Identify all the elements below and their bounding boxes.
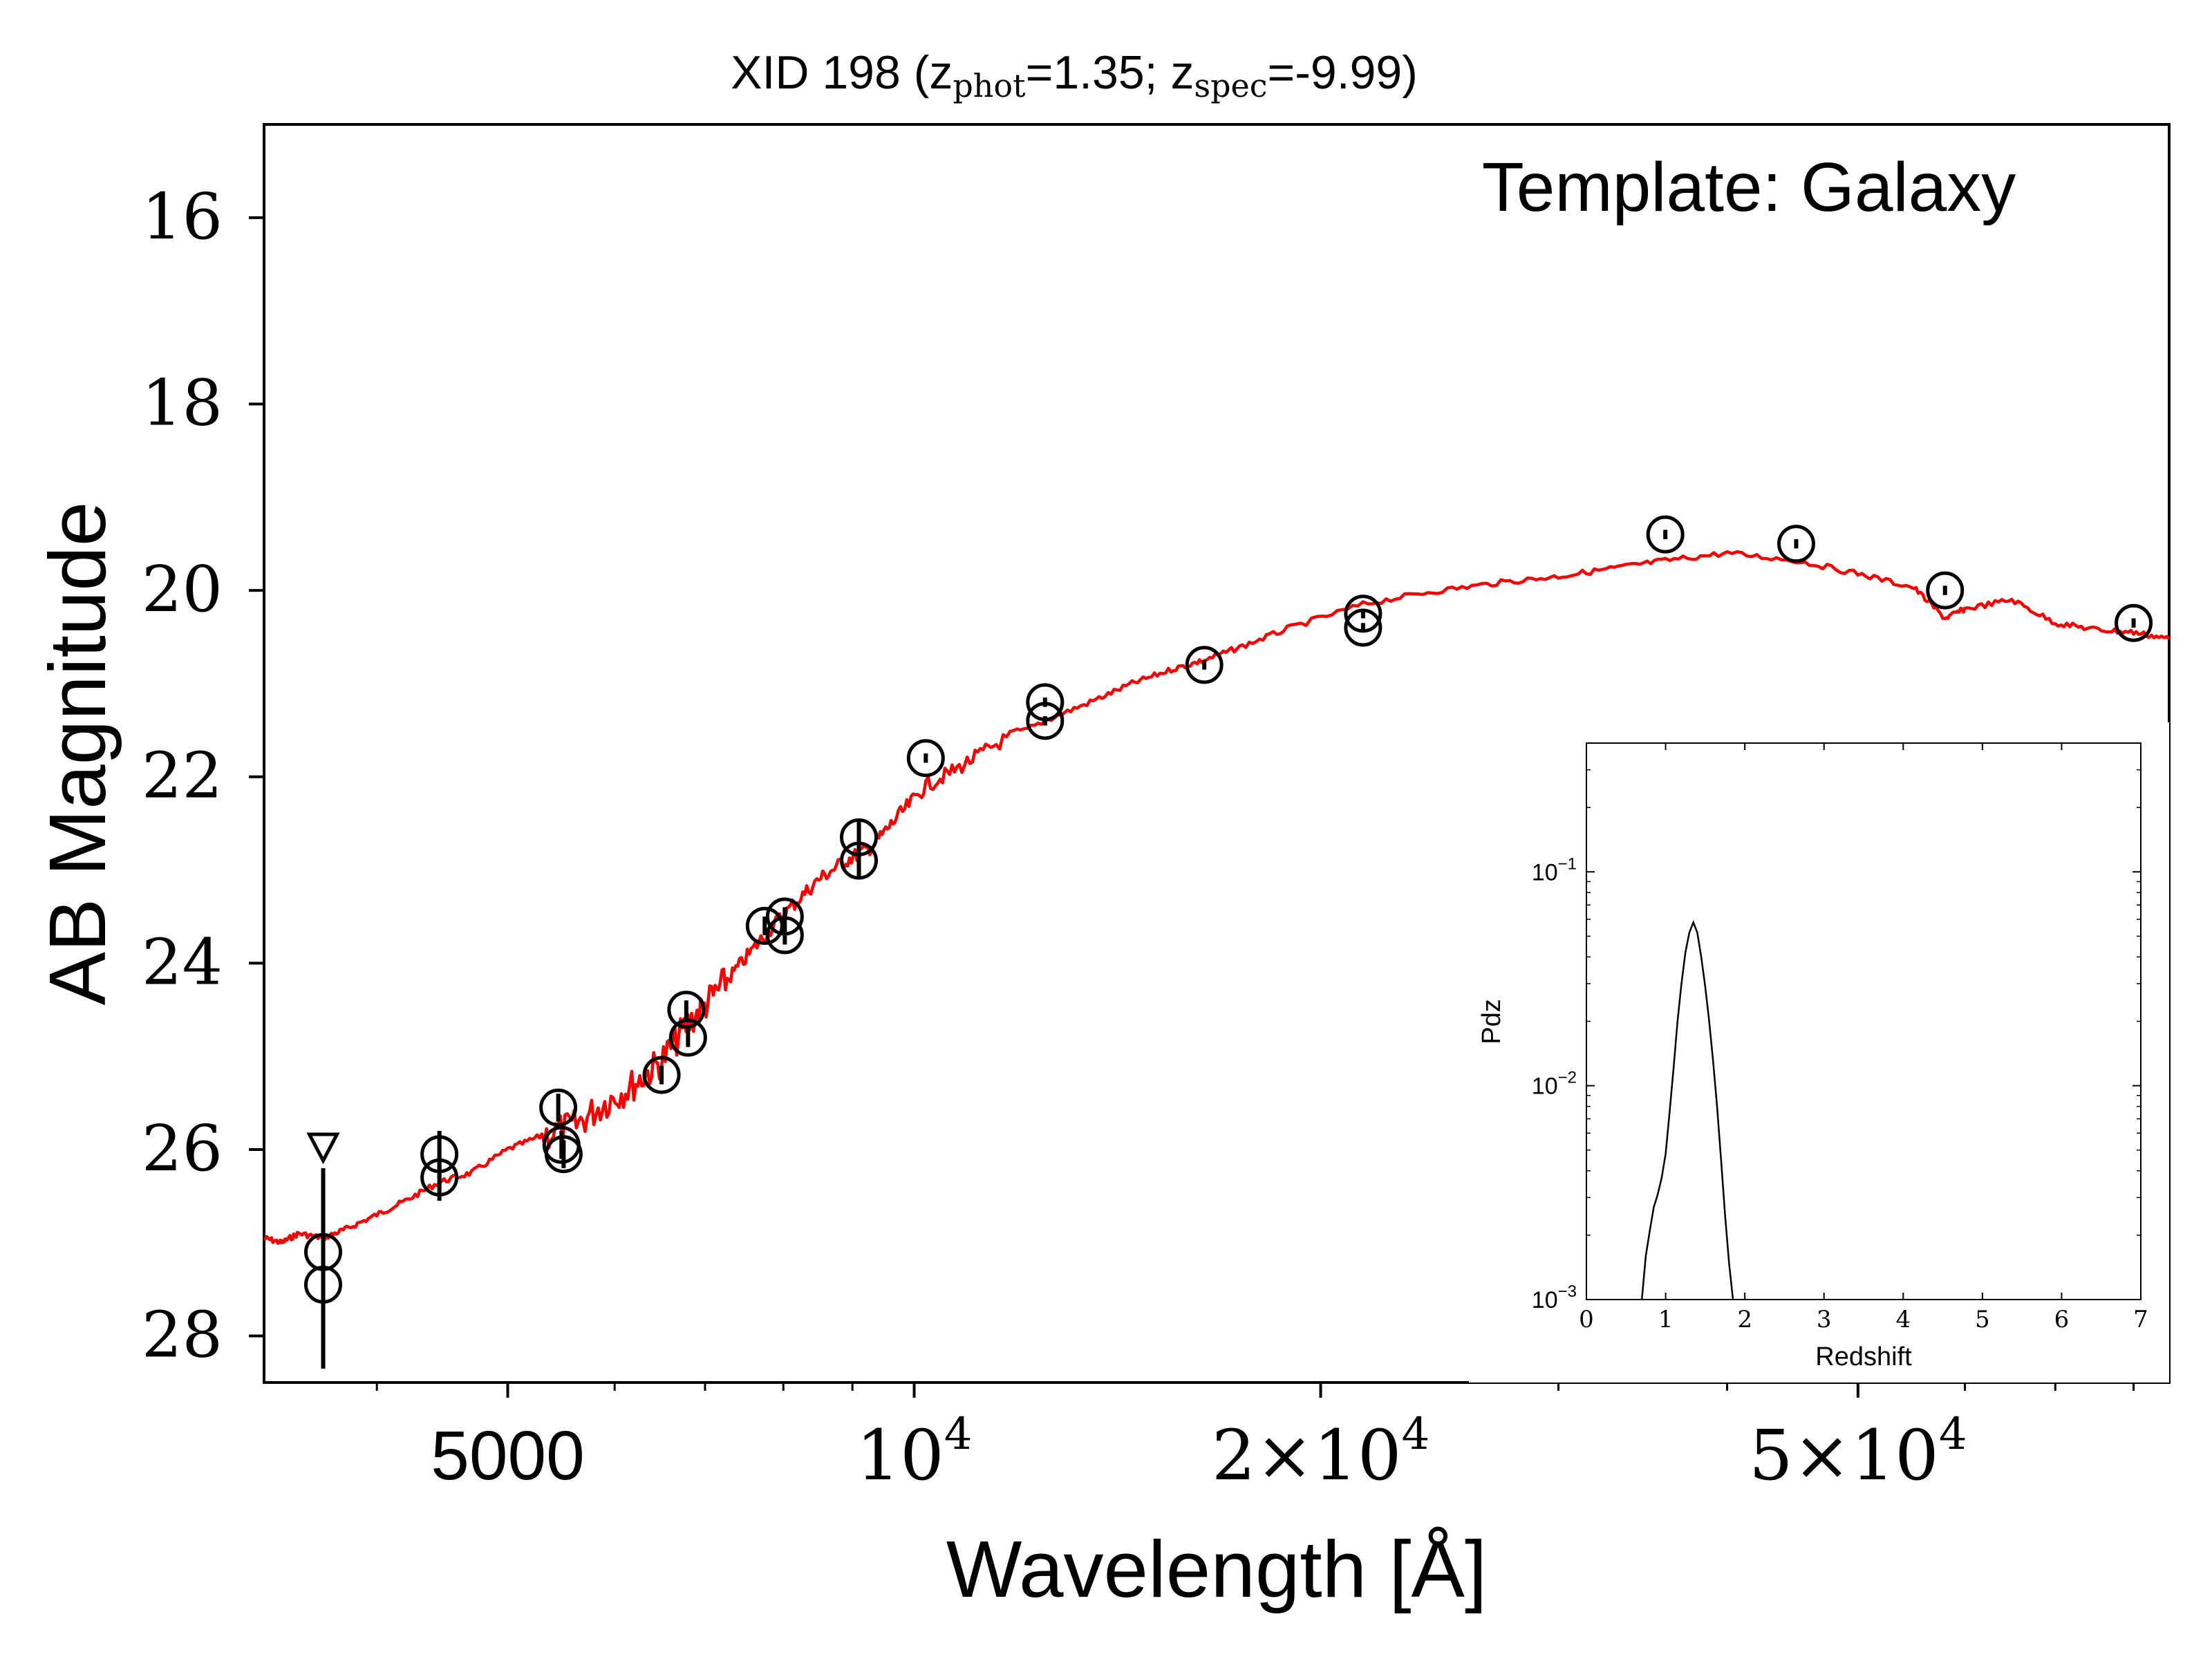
y-tick-label: 26 [142,1112,223,1185]
x-tick-exponent: 4 [1939,1409,1967,1460]
template-annotation: Template: Galaxy [1482,149,2016,226]
y-tick-label: 24 [142,925,223,999]
photometry-point [642,1056,681,1094]
inset-y-tick-base: 10 [1532,859,1558,885]
x-tick-base: 10 [856,1415,944,1496]
pdz-line [1640,919,1734,1300]
x-tick-base: 2×10 [1212,1415,1402,1496]
inset-pdz-curve [1640,919,1734,1300]
inset-plot-area [1586,742,2141,1300]
inset-x-tick-label: 5 [1975,1306,1990,1333]
photometry-point [1344,608,1382,647]
photometry-point [745,906,784,945]
inset-y-tick-base: 10 [1532,1287,1558,1313]
x-axis-label: Wavelength [Å] [946,1524,1487,1614]
photometry-point [2115,603,2153,642]
photometry-point [1026,702,1065,740]
x-tick-base: 5×10 [1749,1415,1939,1496]
photometry-point [1646,515,1685,554]
y-tick-label: 18 [142,366,223,440]
inset-y-tick-base: 10 [1532,1074,1558,1100]
photometry-point [1185,646,1224,684]
inset-x-tick-label: 1 [1658,1306,1674,1333]
photometry-point [765,916,804,955]
y-axis-label: AB Magnitude [32,502,122,1006]
inset-x-tick-label: 0 [1579,1306,1594,1333]
photometry-point [906,739,945,778]
photometry-point [667,991,706,1029]
photometry-point [840,841,879,880]
x-tick-label: 5000 [431,1417,584,1494]
title-phot-val: =1.35; z [1026,46,1194,99]
x-tick-label: 104 [856,1409,973,1496]
inset-x-tick-label: 3 [1817,1306,1832,1333]
chart-title: XID 198 (zphot=1.35; zspec=-9.99) [731,46,1418,104]
photometry-point [420,1158,459,1197]
y-tick-label: 22 [142,739,223,813]
x-tick-exponent: 4 [944,1409,973,1460]
upper-limit-marker [306,1132,340,1165]
inset-x-tick-label: 7 [2133,1306,2148,1333]
inset-x-label: Redshift [1815,1342,1912,1371]
inset-y-tick-label: 10−1 [1532,854,1577,885]
model-line [263,550,2171,1245]
title-spec-val: =-9.99) [1268,46,1418,99]
y-tick-label: 28 [142,1298,223,1372]
inset-y-tick-label: 10−2 [1532,1069,1577,1100]
title-phot-sub: phot [953,67,1026,104]
inset-y-label: Pdz [1477,999,1506,1044]
inset-x-tick-label: 6 [2054,1306,2070,1333]
photometry-point [1777,525,1815,563]
x-tick-label: 2×104 [1212,1409,1430,1496]
y-tick-label: 20 [142,552,223,626]
photometry-point [1926,571,1965,610]
photometry-point [668,1018,707,1057]
title-spec-sub: spec [1194,67,1267,104]
inset-y-tick-exponent: −3 [1558,1282,1577,1301]
x-tick-label: 5×104 [1749,1409,1967,1496]
inset-y-tick-exponent: −1 [1558,854,1577,873]
x-tick-exponent: 4 [1402,1409,1430,1460]
photometry-point [539,1088,578,1127]
inset-x-tick-label: 2 [1737,1306,1752,1333]
x-tick-base: 5000 [431,1417,584,1494]
title-prefix: XID 198 (z [731,46,953,99]
y-tick-label: 16 [142,180,223,254]
inset-y-tick-exponent: −2 [1558,1069,1577,1087]
inset-y-tick-label: 10−3 [1532,1282,1577,1313]
photometry-point [544,1135,583,1174]
photometry-points [304,515,2153,1369]
inset-x-tick-label: 4 [1895,1306,1911,1333]
inset-axis-ticks: 0 1 2 3 4 5 6 710−110−210−3 [1532,743,2148,1333]
model-spectrum [263,550,2171,1245]
